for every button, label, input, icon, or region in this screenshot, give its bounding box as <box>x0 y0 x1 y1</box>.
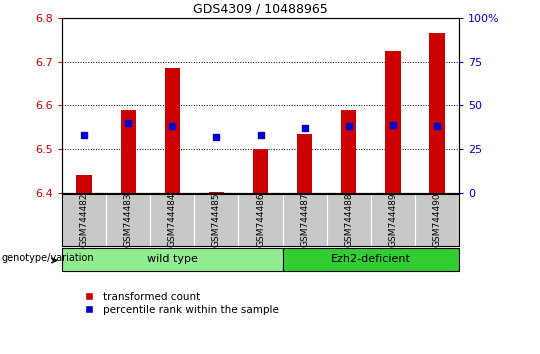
Text: GSM744482: GSM744482 <box>80 193 89 247</box>
Bar <box>253 149 268 193</box>
Text: Ezh2-deficient: Ezh2-deficient <box>331 254 411 264</box>
Bar <box>429 33 444 193</box>
Text: GSM744483: GSM744483 <box>124 193 133 247</box>
Text: wild type: wild type <box>147 254 198 264</box>
Text: genotype/variation: genotype/variation <box>1 253 94 263</box>
Bar <box>120 110 136 193</box>
Bar <box>62 248 282 271</box>
Text: GSM744487: GSM744487 <box>300 193 309 247</box>
Bar <box>297 134 312 193</box>
Legend: transformed count, percentile rank within the sample: transformed count, percentile rank withi… <box>78 292 279 315</box>
Text: GSM744490: GSM744490 <box>433 193 441 247</box>
Bar <box>341 110 356 193</box>
Text: GSM744484: GSM744484 <box>168 193 177 247</box>
Text: GSM744485: GSM744485 <box>212 193 221 247</box>
Bar <box>77 176 92 193</box>
Text: GSM744486: GSM744486 <box>256 193 265 247</box>
Title: GDS4309 / 10488965: GDS4309 / 10488965 <box>193 2 328 15</box>
Text: GSM744488: GSM744488 <box>345 193 353 247</box>
Text: GSM744489: GSM744489 <box>388 193 397 247</box>
Bar <box>165 68 180 193</box>
Bar <box>282 248 459 271</box>
Bar <box>385 51 401 193</box>
